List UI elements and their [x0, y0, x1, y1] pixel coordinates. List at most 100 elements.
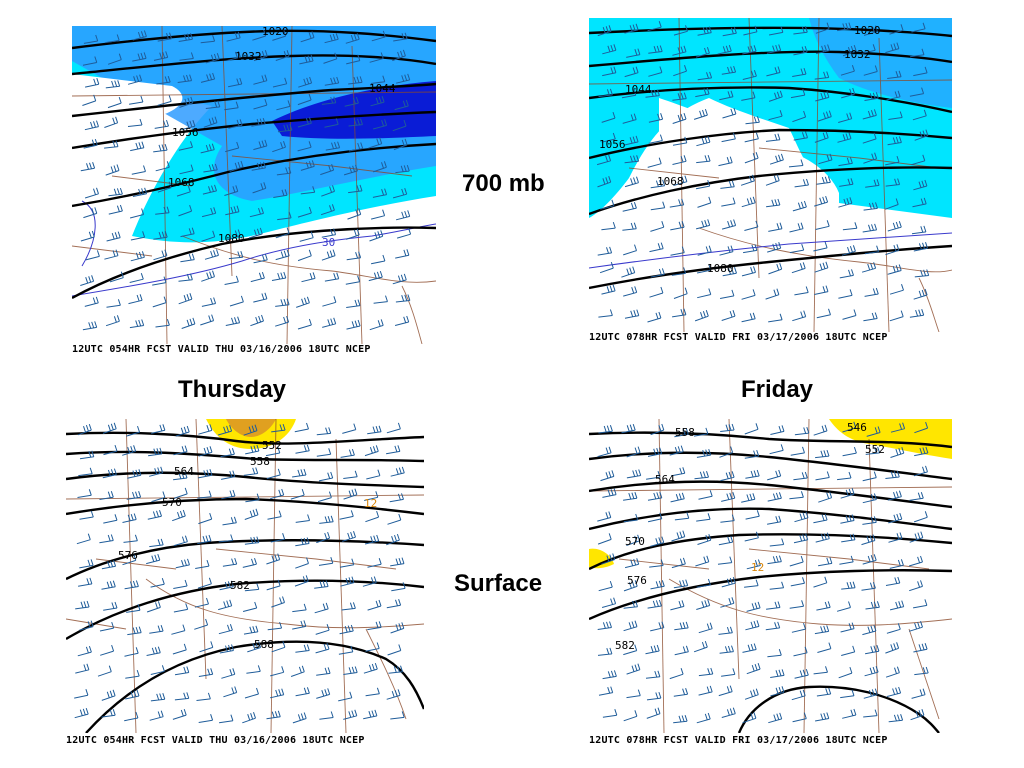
wind-barb	[129, 319, 145, 329]
height-contour	[66, 539, 424, 581]
wind-barb	[242, 601, 258, 612]
yellow-region	[829, 419, 952, 459]
wind-barb	[818, 153, 833, 165]
wind-barb	[300, 186, 316, 195]
wind-barb	[792, 310, 807, 322]
wind-barb	[339, 510, 354, 520]
wind-barb	[696, 263, 712, 274]
wind-barb	[179, 52, 194, 61]
wind-barb	[372, 188, 388, 198]
wind-barb	[99, 534, 114, 544]
wind-barb	[85, 250, 100, 261]
wind-barb	[197, 534, 212, 545]
wind-barb	[794, 426, 810, 436]
wind-barb	[343, 470, 358, 479]
wind-barb	[219, 644, 234, 654]
wind-barb	[342, 531, 356, 542]
wind-barb	[887, 490, 902, 501]
wind-barb	[766, 198, 781, 208]
wind-barb	[395, 164, 410, 174]
yellow-region	[589, 548, 614, 569]
map-panel-friday-surface: 546 552 558 564 570 576 582 12 12UTC 078…	[589, 419, 952, 753]
height-contour	[589, 86, 952, 114]
wind-barb	[622, 202, 637, 212]
wind-barb	[157, 181, 172, 193]
wind-barb	[198, 668, 214, 677]
map-panel-friday-700mb: 1020 1032 1044 1056 1068 1080 12UTC 078H…	[589, 18, 952, 350]
wind-barb	[885, 178, 901, 187]
wind-barb	[194, 597, 209, 608]
wind-barb	[130, 231, 146, 241]
wind-barb	[275, 298, 290, 307]
wind-barb	[816, 687, 832, 697]
wind-barb	[319, 515, 334, 524]
contour-label: 558	[250, 455, 270, 468]
wind-barb	[340, 448, 355, 458]
wind-barb	[650, 268, 665, 278]
wind-barb	[367, 621, 382, 631]
wind-barb	[218, 624, 233, 635]
wind-barb	[770, 425, 785, 435]
height-contour	[589, 50, 952, 68]
wind-barb	[793, 471, 808, 481]
wind-barb	[626, 663, 641, 675]
wind-barb	[123, 534, 138, 543]
wind-barb	[126, 491, 142, 500]
contour-label: 1068	[657, 175, 684, 188]
wind-barb	[745, 510, 760, 520]
wind-barb	[178, 273, 193, 282]
wind-barb	[272, 141, 286, 153]
wind-barb	[247, 641, 262, 653]
wind-barb	[646, 691, 662, 701]
wind-barb	[105, 164, 120, 176]
height-contour	[66, 579, 424, 641]
wind-barb	[130, 251, 145, 262]
height-contour	[589, 431, 952, 449]
wind-barb	[649, 242, 664, 253]
wind-barb	[885, 642, 900, 654]
wind-barb	[672, 112, 687, 124]
contour-label: 558	[675, 426, 695, 439]
map-panel-thursday-surface: 552 558 564 570 576 582 588 12 12UTC 054…	[66, 419, 424, 753]
wind-barb	[157, 32, 172, 42]
map-friday-surface: 546 552 558 564 570 576 582 12	[589, 419, 952, 733]
wind-barb	[838, 157, 853, 167]
wind-barb	[295, 687, 310, 697]
wind-barb	[394, 99, 409, 111]
wind-barb	[813, 424, 828, 436]
wind-barb	[347, 208, 362, 220]
wind-barb	[624, 176, 639, 188]
wind-barb	[226, 229, 241, 241]
wind-barb	[909, 580, 923, 592]
wind-barb	[127, 118, 143, 127]
wind-barb	[178, 204, 193, 217]
wind-barb	[222, 557, 238, 567]
wind-barb	[390, 557, 405, 567]
wind-barb	[205, 100, 221, 109]
wind-barb	[253, 253, 268, 264]
wind-barb	[742, 712, 757, 724]
wind-barb	[106, 299, 121, 308]
wind-barb	[176, 185, 191, 197]
contour-label: 1032	[235, 50, 262, 63]
level-label-700mb: 700 mb	[462, 170, 545, 197]
state-borders	[66, 419, 424, 733]
wind-barb	[914, 446, 929, 457]
wind-barb	[598, 88, 613, 98]
wind-barb	[647, 311, 662, 323]
wind-barb	[745, 620, 760, 631]
wind-barb	[912, 197, 927, 208]
wind-barb	[373, 295, 388, 304]
wind-barb	[321, 228, 337, 238]
wind-barb	[909, 531, 924, 543]
wind-barb	[698, 622, 713, 634]
wind-barb	[720, 597, 735, 608]
wind-barb	[269, 688, 285, 699]
wind-barb	[253, 74, 268, 85]
wind-barb	[292, 620, 307, 630]
wind-barb	[225, 141, 240, 153]
wind-barb	[181, 317, 196, 329]
wind-barb	[221, 489, 236, 500]
wind-barb	[200, 35, 216, 44]
wind-barb	[229, 295, 244, 307]
